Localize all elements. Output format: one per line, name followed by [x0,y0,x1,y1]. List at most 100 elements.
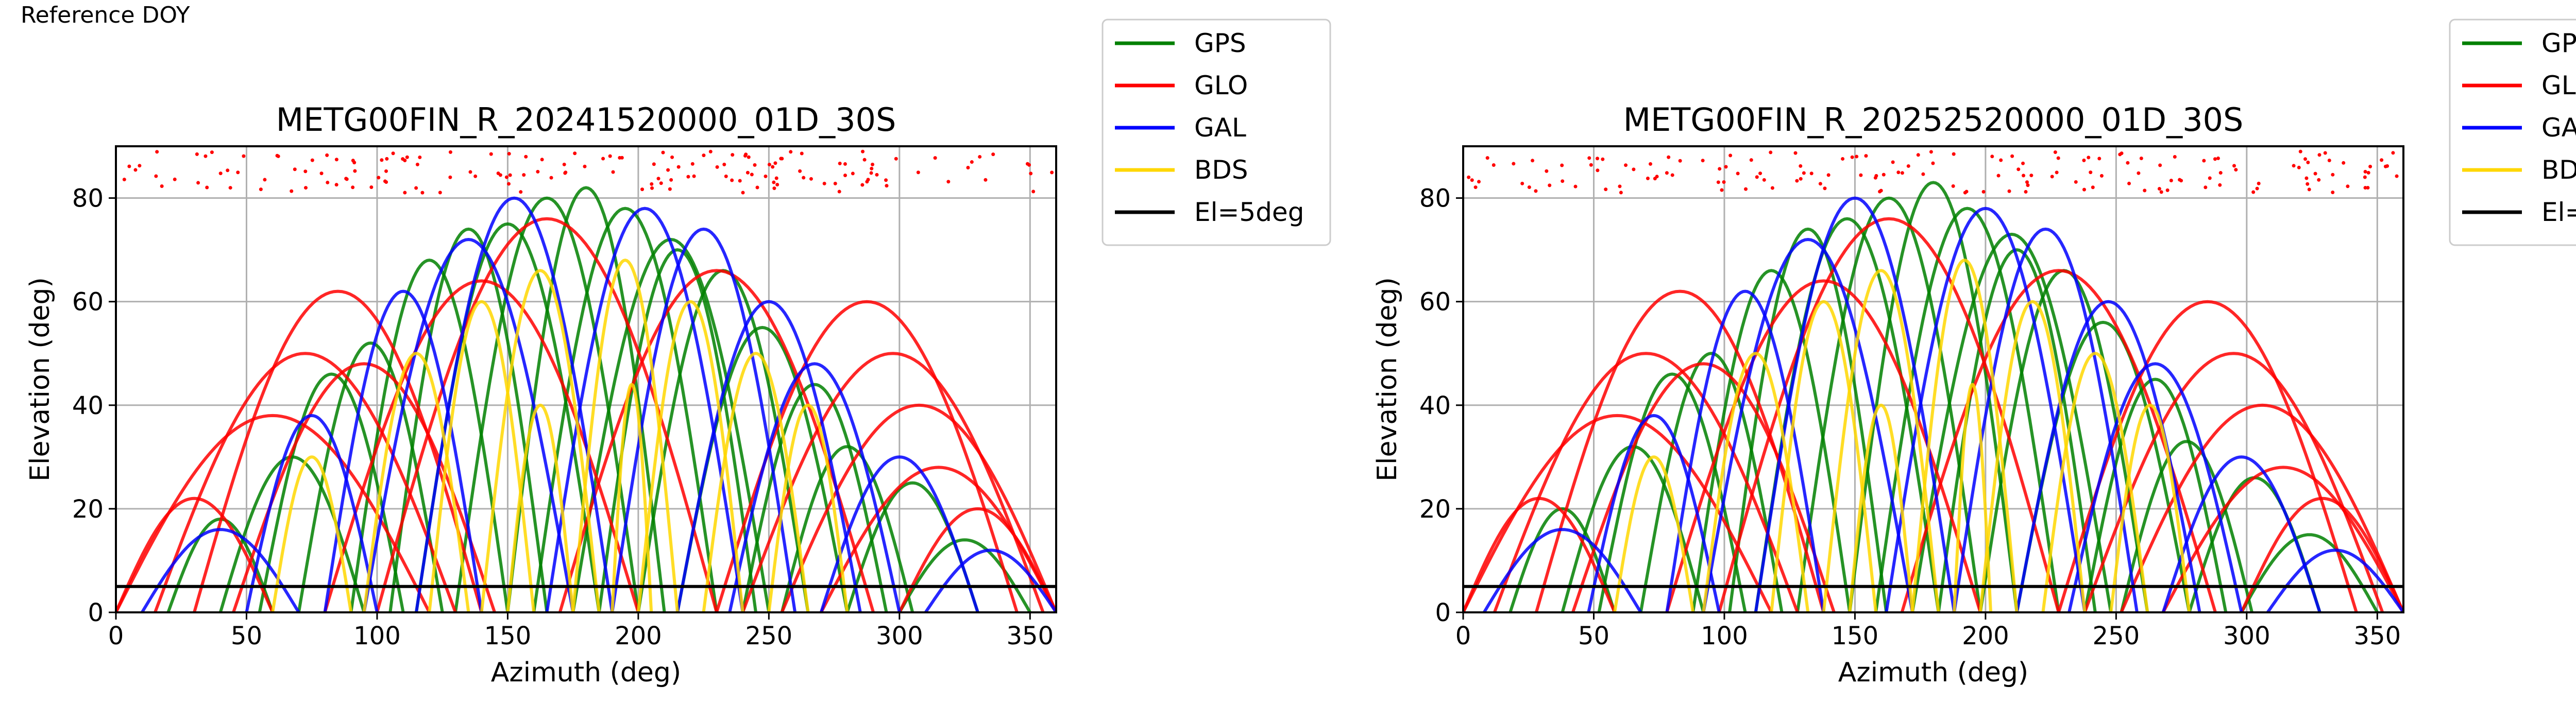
legend-label-1: GLO [1194,71,1248,100]
glo-point [1823,186,1827,191]
glo-point [1724,165,1728,169]
glo-point [1793,151,1798,155]
glo-point [2169,178,2173,182]
track-arc-gal [362,237,575,612]
x-tick-label: 0 [108,622,124,650]
glo-point [2307,187,2311,192]
glo-point [2074,180,2078,184]
glo-point [1624,163,1628,167]
glo-point [1595,157,1599,161]
track-arc-gps [532,207,718,612]
legend: GPS GLO GAL BDS El=5deg [1101,19,1331,246]
glo-point [1809,172,1814,176]
glo-point [731,153,735,157]
legend-label-1: GLO [2541,71,2576,100]
track-arc-glo [558,269,875,612]
series-gal [141,196,1056,612]
glo-point [2218,171,2223,175]
glo-point [933,156,937,160]
glo-point [1826,173,1831,177]
series-bds [271,259,849,612]
x-tick-label: 350 [2353,622,2401,650]
glo-point [861,149,865,153]
glo-point [843,173,848,177]
glo-point [2091,185,2095,190]
glo-point [1485,156,1489,160]
glo-point [489,152,493,156]
track-arc-bds [271,455,353,612]
glo-point [1587,156,1591,160]
chart-title: METG00FIN_R_20241520000_01D_30S [276,101,896,139]
glo-point [640,187,645,192]
glo-point [724,174,728,178]
glo-point [1534,189,1538,193]
glo-point [384,169,388,173]
glo-point [583,164,587,168]
glo-point [1050,170,1054,175]
glo-point [204,154,208,158]
glo-point [2143,188,2147,193]
glo-point [2306,182,2310,186]
glo-point [127,164,131,168]
glo-point [753,163,757,167]
glo-point [661,150,665,155]
track-arc-bds [362,352,470,612]
track-arc-gps [454,196,640,612]
glo-point [686,175,690,179]
track-arc-glo [780,403,1056,612]
glo-point [1531,159,1535,163]
glo-point [670,155,674,159]
glo-point [2202,159,2206,163]
track-arc-gps [2240,533,2379,612]
glo-point [1906,164,1910,168]
glo-point [334,183,338,187]
chart-title: METG00FIN_R_20252520000_01D_30S [1623,101,2244,139]
glo-point [1678,159,1682,163]
glo-point [405,155,409,159]
glo-point [1653,177,1657,181]
glo-point [1470,178,1474,182]
glo-point [2257,181,2261,185]
y-tick-label: 60 [1419,288,1451,317]
track-arc-glo [1493,352,1799,612]
track-arc-gal [1483,528,1642,612]
x-tick-label: 50 [1578,622,1609,650]
glo-point [1736,172,1740,176]
glo-point [122,178,126,182]
track-arc-gps [1509,507,1616,612]
glo-point [1882,173,1886,177]
glo-point [946,180,951,184]
glo-point [1855,155,1859,159]
track-arc-gal [2266,548,2403,612]
track-arc-bds [1822,269,1940,612]
legend: GPS GLO GAL BDS El=5deg [2449,19,2576,246]
track-arc-glo [2057,300,2358,612]
glo-point [1561,179,1565,183]
y-tick-label: 80 [72,184,104,213]
glo-point [2157,187,2161,191]
plot-area [116,149,1056,612]
glo-point [448,150,452,154]
glo-point [789,150,793,154]
glo-point [775,183,779,187]
glo-point [195,152,199,156]
glo-point [659,181,663,185]
glo-point [2342,161,2346,165]
glo-point [2050,175,2054,179]
glo-point [303,186,308,190]
x-tick-label: 100 [1701,622,1748,650]
glo-point [2317,178,2321,182]
glo-point [2007,189,2011,193]
track-arc-gps [1910,232,2113,612]
series-glo [116,217,1056,612]
legend-label-2: GAL [1194,113,1246,143]
track-arc-bds [636,300,744,612]
glo-point [1770,186,1774,190]
track-arc-gal [245,414,379,612]
glo-point [738,179,742,183]
glo-point [991,152,995,157]
axes-frame [1462,145,2404,613]
glo-point [1802,171,1806,175]
glo-point [2303,157,2308,161]
